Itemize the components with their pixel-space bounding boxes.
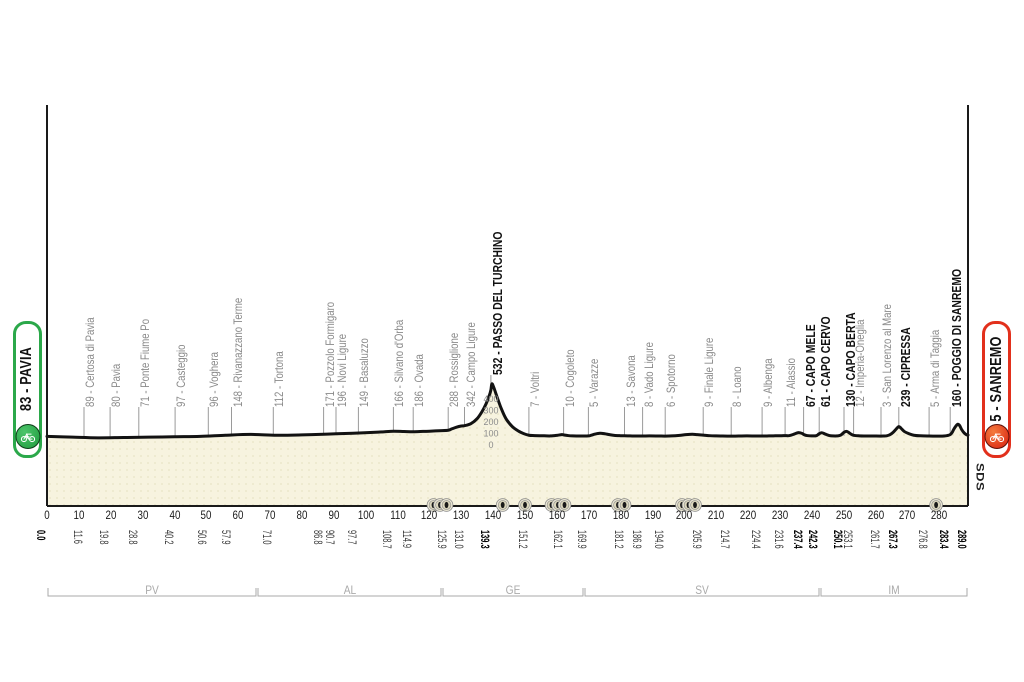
svg-text:100: 100 bbox=[483, 429, 498, 439]
svg-text:200: 200 bbox=[483, 417, 498, 427]
svg-text:300: 300 bbox=[483, 406, 498, 416]
svg-text:0: 0 bbox=[488, 440, 493, 450]
svg-text:400: 400 bbox=[483, 394, 498, 404]
